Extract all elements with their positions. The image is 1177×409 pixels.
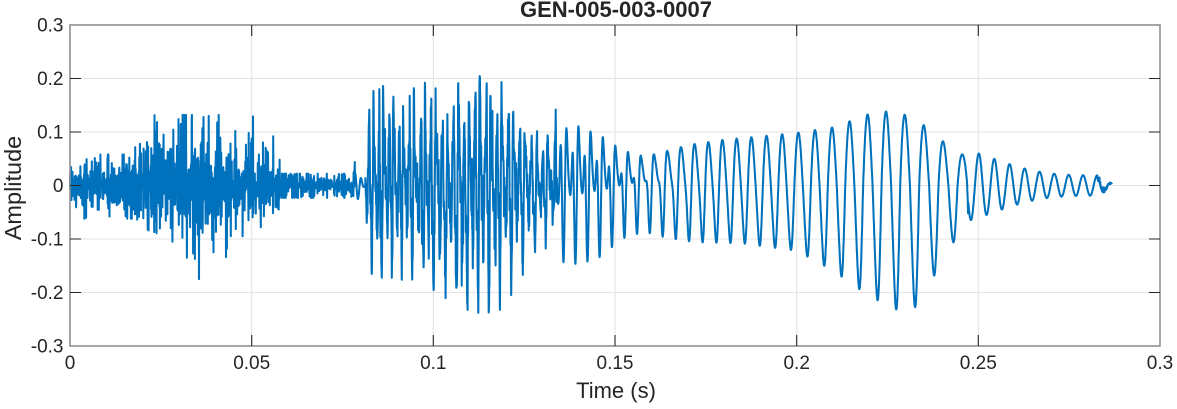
svg-text:GEN-005-003-0007: GEN-005-003-0007 bbox=[520, 0, 712, 22]
svg-text:Amplitude: Amplitude bbox=[0, 136, 26, 241]
svg-text:0.1: 0.1 bbox=[37, 123, 63, 144]
svg-text:0.15: 0.15 bbox=[597, 353, 634, 374]
svg-text:0: 0 bbox=[65, 353, 76, 374]
svg-text:0.2: 0.2 bbox=[37, 69, 63, 90]
svg-text:0.25: 0.25 bbox=[960, 353, 997, 374]
svg-text:Time (s): Time (s) bbox=[576, 378, 656, 403]
svg-text:0.2: 0.2 bbox=[783, 353, 809, 374]
svg-text:0.3: 0.3 bbox=[37, 16, 63, 37]
svg-text:0.3: 0.3 bbox=[1147, 353, 1173, 374]
svg-text:-0.3: -0.3 bbox=[31, 337, 64, 358]
svg-text:0: 0 bbox=[53, 176, 64, 197]
svg-text:-0.2: -0.2 bbox=[31, 283, 64, 304]
svg-text:-0.1: -0.1 bbox=[31, 230, 64, 251]
svg-text:0.1: 0.1 bbox=[420, 353, 446, 374]
svg-text:0.05: 0.05 bbox=[233, 353, 270, 374]
